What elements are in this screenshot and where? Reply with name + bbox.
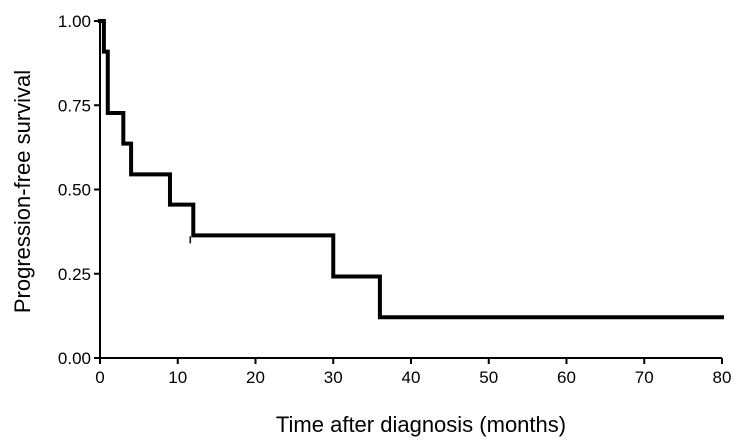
- x-tick-label: 10: [168, 368, 187, 387]
- y-tick-label: 0.00: [58, 349, 91, 368]
- x-axis-title: Time after diagnosis (months): [276, 412, 566, 437]
- y-tick-label: 0.50: [58, 181, 91, 200]
- x-tick-label: 60: [557, 368, 576, 387]
- survival-curve: [98, 19, 724, 320]
- x-tick-label: 30: [324, 368, 343, 387]
- axes: [99, 21, 722, 359]
- x-ticks: 0 10 20 30 40 50 60 70 80: [95, 358, 731, 387]
- km-curves: [98, 19, 724, 320]
- y-tick-label: 1.00: [58, 12, 91, 31]
- x-tick-label: 0: [95, 368, 104, 387]
- y-axis-title: Progression-free survival: [10, 70, 35, 313]
- x-tick-label: 50: [479, 368, 498, 387]
- y-ticks: 0.00 0.25 0.50 0.75 1.00: [58, 12, 100, 368]
- y-tick-label: 0.75: [58, 96, 91, 115]
- x-tick-label: 20: [246, 368, 265, 387]
- x-tick-label: 80: [713, 368, 732, 387]
- x-tick-label: 40: [402, 368, 421, 387]
- x-tick-label: 70: [635, 368, 654, 387]
- y-tick-label: 0.25: [58, 265, 91, 284]
